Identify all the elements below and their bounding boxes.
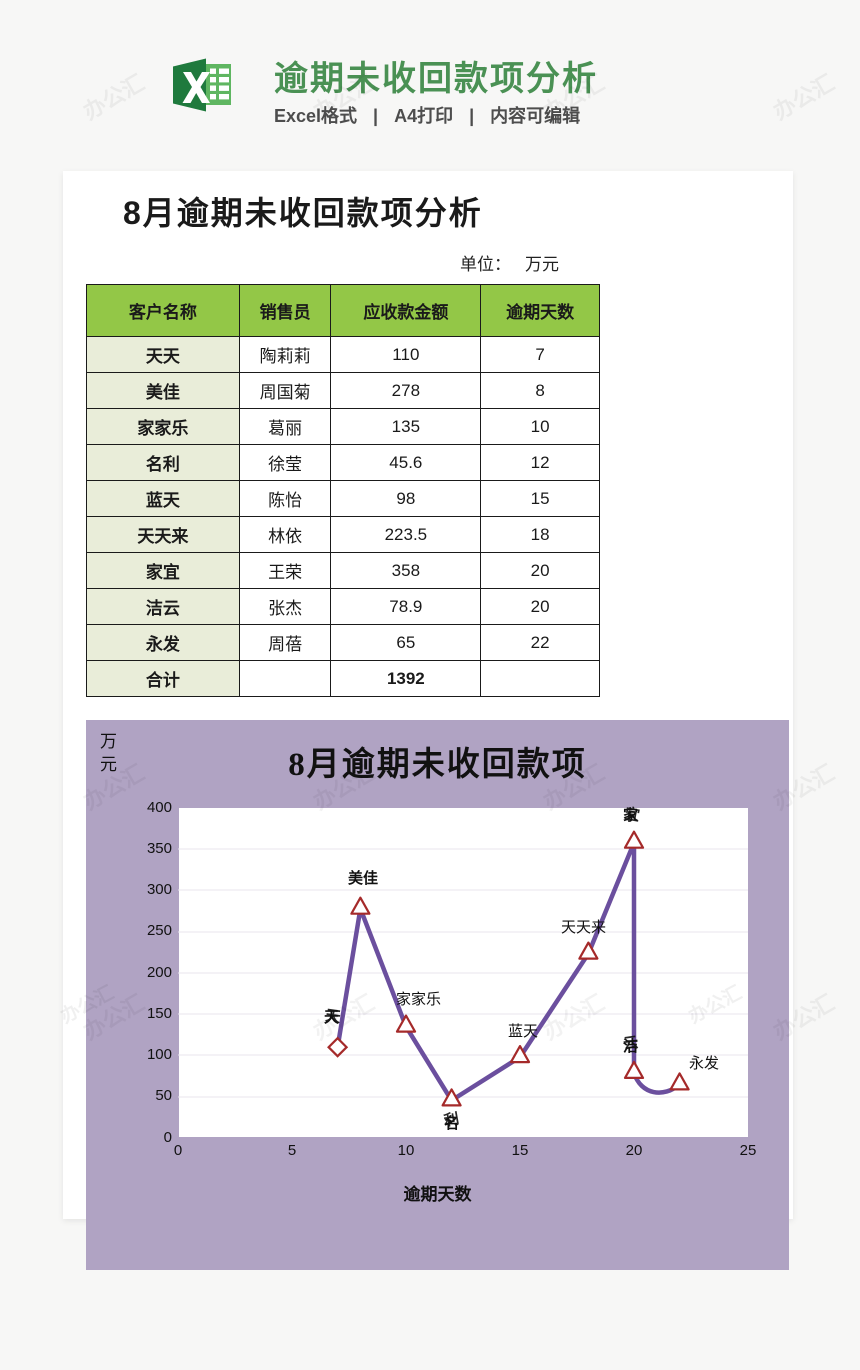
- svg-text:蓝天: 蓝天: [508, 1023, 538, 1040]
- svg-text:利: 利: [443, 1109, 461, 1129]
- svg-text:美佳: 美佳: [348, 869, 378, 887]
- svg-text:永发: 永发: [689, 1055, 719, 1072]
- svg-text:云: 云: [622, 1034, 639, 1053]
- svg-text:天天来: 天天来: [561, 919, 606, 936]
- svg-text:宜: 宜: [623, 804, 641, 824]
- svg-text:家家乐: 家家乐: [396, 991, 441, 1008]
